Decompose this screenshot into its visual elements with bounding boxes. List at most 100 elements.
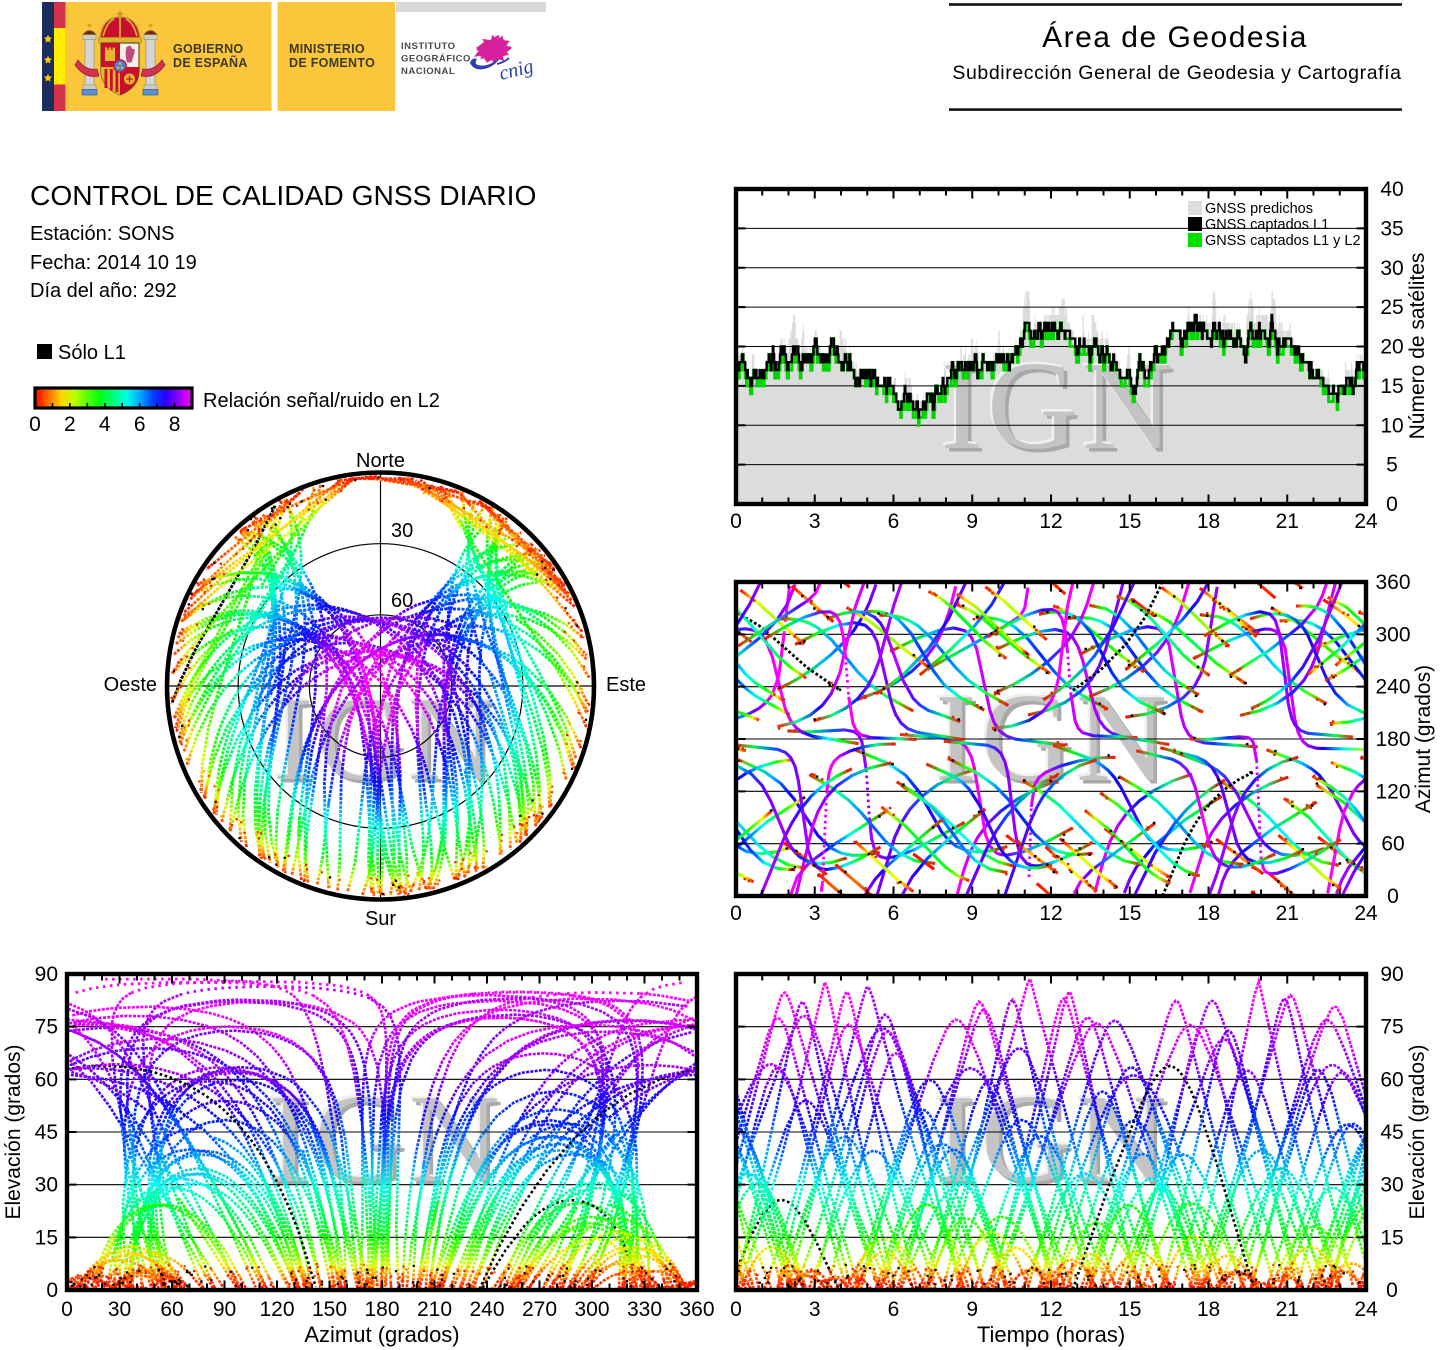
svg-text:8: 8 — [169, 413, 181, 436]
svg-text:0: 0 — [730, 902, 742, 925]
svg-text:9: 9 — [966, 510, 978, 533]
svg-text:GOBIERNO: GOBIERNO — [173, 42, 243, 56]
svg-text:Norte: Norte — [356, 450, 405, 472]
svg-text:0: 0 — [730, 1298, 742, 1321]
svg-text:24: 24 — [1354, 510, 1378, 533]
svg-text:30: 30 — [391, 520, 413, 542]
svg-text:12: 12 — [1039, 510, 1062, 533]
svg-text:5: 5 — [1386, 454, 1398, 477]
svg-text:DE FOMENTO: DE FOMENTO — [289, 56, 375, 70]
svg-text:6: 6 — [888, 902, 900, 925]
svg-text:15: 15 — [1380, 1226, 1403, 1249]
svg-text:6: 6 — [888, 1298, 900, 1321]
svg-text:9: 9 — [966, 1298, 978, 1321]
svg-text:Número de satélites: Número de satélites — [1406, 253, 1429, 440]
svg-text:Azimut (grados): Azimut (grados) — [1412, 665, 1435, 813]
svg-text:Día del año: 292: Día del año: 292 — [30, 280, 177, 302]
svg-text:75: 75 — [1380, 1016, 1403, 1039]
svg-text:Relación señal/ruido en L2: Relación señal/ruido en L2 — [203, 390, 440, 412]
svg-text:90: 90 — [213, 1298, 236, 1321]
svg-text:21: 21 — [1276, 902, 1299, 925]
svg-text:Fecha: 2014 10 19: Fecha: 2014 10 19 — [30, 252, 197, 274]
svg-text:IGN: IGN — [941, 337, 1177, 476]
svg-text:Azimut (grados): Azimut (grados) — [304, 1322, 459, 1347]
svg-text:Tiempo (horas): Tiempo (horas) — [977, 1322, 1125, 1347]
svg-text:MINISTERIO: MINISTERIO — [289, 42, 365, 56]
svg-text:60: 60 — [1380, 1068, 1403, 1091]
svg-text:Área de Geodesia: Área de Geodesia — [1042, 21, 1308, 54]
svg-text:GEOGRÁFICO: GEOGRÁFICO — [401, 54, 471, 65]
svg-text:60: 60 — [391, 590, 413, 612]
svg-text:GNSS captados L1: GNSS captados L1 — [1205, 217, 1329, 233]
svg-text:20: 20 — [1380, 336, 1403, 359]
svg-text:75: 75 — [35, 1016, 58, 1039]
svg-text:180: 180 — [1375, 728, 1410, 751]
svg-text:15: 15 — [1118, 902, 1141, 925]
svg-text:Sur: Sur — [365, 908, 396, 930]
svg-text:12: 12 — [1039, 1298, 1062, 1321]
svg-text:Subdirección General de Geodes: Subdirección General de Geodesia y Carto… — [952, 62, 1401, 84]
svg-text:Oeste: Oeste — [104, 674, 157, 696]
svg-text:Elevación (grados): Elevación (grados) — [2, 1044, 25, 1219]
svg-text:270: 270 — [522, 1298, 557, 1321]
svg-text:6: 6 — [888, 510, 900, 533]
svg-text:30: 30 — [1380, 257, 1403, 280]
svg-text:NACIONAL: NACIONAL — [401, 66, 455, 77]
svg-text:15: 15 — [35, 1226, 58, 1249]
svg-text:35: 35 — [1380, 217, 1403, 240]
svg-text:10: 10 — [1380, 414, 1403, 437]
svg-text:0: 0 — [1387, 885, 1399, 908]
svg-text:15: 15 — [1380, 375, 1403, 398]
svg-text:60: 60 — [160, 1298, 183, 1321]
svg-text:25: 25 — [1380, 296, 1403, 319]
svg-text:120: 120 — [259, 1298, 294, 1321]
svg-text:Estación: SONS: Estación: SONS — [30, 223, 175, 245]
svg-text:120: 120 — [1375, 780, 1410, 803]
svg-text:0: 0 — [1386, 493, 1398, 516]
svg-text:60: 60 — [1381, 833, 1404, 856]
svg-text:240: 240 — [1375, 676, 1410, 699]
svg-text:300: 300 — [1375, 623, 1410, 646]
svg-text:0: 0 — [730, 510, 742, 533]
svg-text:45: 45 — [1380, 1121, 1403, 1144]
svg-text:GNSS captados L1 y L2: GNSS captados L1 y L2 — [1205, 233, 1361, 249]
svg-text:18: 18 — [1197, 902, 1220, 925]
svg-text:15: 15 — [1118, 510, 1141, 533]
svg-text:0: 0 — [61, 1298, 73, 1321]
svg-text:3: 3 — [809, 510, 821, 533]
svg-text:18: 18 — [1197, 1298, 1220, 1321]
svg-text:30: 30 — [108, 1298, 131, 1321]
svg-text:4: 4 — [99, 413, 111, 436]
svg-text:INSTITUTO: INSTITUTO — [401, 41, 455, 52]
svg-text:3: 3 — [809, 902, 821, 925]
svg-text:300: 300 — [574, 1298, 609, 1321]
svg-text:18: 18 — [1197, 510, 1220, 533]
svg-text:21: 21 — [1276, 1298, 1299, 1321]
svg-text:45: 45 — [35, 1121, 58, 1144]
svg-text:0: 0 — [29, 413, 41, 436]
svg-text:21: 21 — [1276, 510, 1299, 533]
svg-text:15: 15 — [1118, 1298, 1141, 1321]
svg-text:24: 24 — [1354, 902, 1378, 925]
svg-text:Elevación (grados): Elevación (grados) — [1406, 1044, 1429, 1219]
svg-text:0: 0 — [46, 1279, 58, 1302]
svg-text:240: 240 — [469, 1298, 504, 1321]
svg-text:360: 360 — [679, 1298, 714, 1321]
svg-text:DE ESPAÑA: DE ESPAÑA — [173, 55, 248, 70]
svg-text:90: 90 — [1380, 963, 1403, 986]
svg-text:Este: Este — [606, 674, 646, 696]
svg-text:90: 90 — [35, 963, 58, 986]
svg-text:360: 360 — [1375, 571, 1410, 594]
svg-text:6: 6 — [134, 413, 146, 436]
svg-text:9: 9 — [966, 902, 978, 925]
svg-text:Sólo L1: Sólo L1 — [58, 342, 126, 364]
svg-text:330: 330 — [627, 1298, 662, 1321]
svg-text:210: 210 — [417, 1298, 452, 1321]
svg-text:180: 180 — [364, 1298, 399, 1321]
svg-text:2: 2 — [64, 413, 76, 436]
svg-text:40: 40 — [1380, 178, 1403, 201]
svg-text:0: 0 — [1386, 1279, 1398, 1302]
svg-text:3: 3 — [809, 1298, 821, 1321]
svg-text:GNSS predichos: GNSS predichos — [1205, 201, 1313, 217]
svg-text:CONTROL DE CALIDAD GNSS DIARIO: CONTROL DE CALIDAD GNSS DIARIO — [30, 179, 536, 211]
